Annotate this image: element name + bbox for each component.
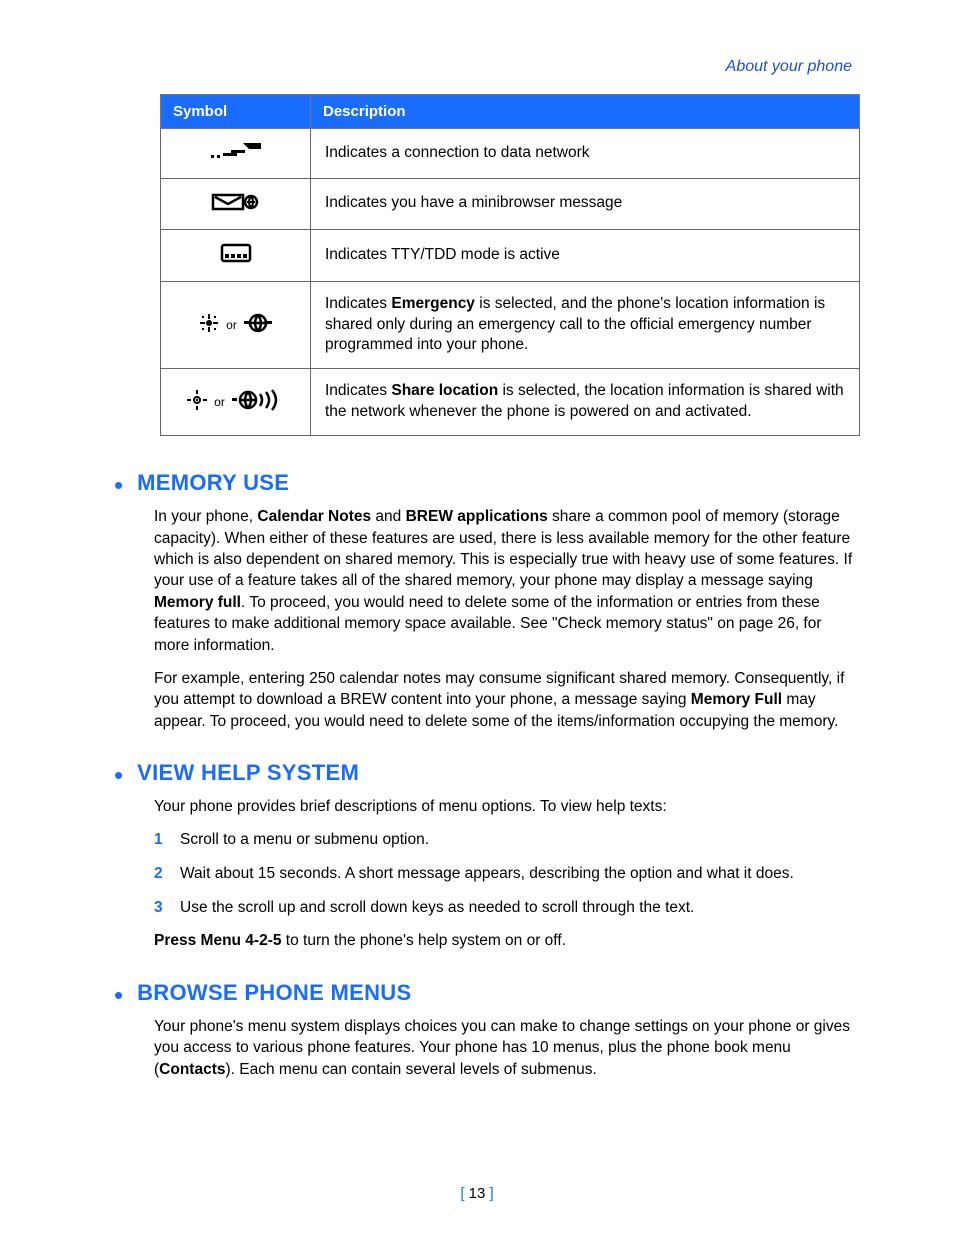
paragraph: For example, entering 250 calendar notes… — [154, 668, 858, 732]
minibrowser-msg-icon — [211, 191, 261, 218]
section-heading-memory-use: • MEMORY USE — [90, 470, 864, 498]
page-number: 13 — [469, 1185, 486, 1202]
step-text: Wait about 15 seconds. A short message a… — [180, 863, 794, 885]
symbols-table: Symbol Description Indicates a connectio… — [160, 94, 860, 436]
table-row: Indicates you have a minibrowser message — [161, 178, 860, 230]
symbol-cell-share-location: or — [161, 369, 311, 436]
desc-cell: Indicates TTY/TDD mode is active — [311, 230, 860, 282]
or-label: or — [226, 318, 237, 332]
step-number: 2 — [154, 863, 174, 885]
section-body-browse-menus: Your phone's menu system displays choice… — [90, 1016, 864, 1080]
data-network-icon — [209, 141, 263, 166]
desc-cell: Indicates a connection to data network — [311, 129, 860, 179]
step-number: 3 — [154, 897, 174, 919]
symbol-cell-tty — [161, 230, 311, 282]
bracket-right: ] — [485, 1185, 493, 1202]
list-item: 1 Scroll to a menu or submenu option. — [154, 829, 864, 851]
section-body-memory-use: In your phone, Calendar Notes and BREW a… — [90, 506, 864, 732]
location-small-icon — [187, 390, 207, 415]
emergency-globe-icon — [244, 312, 272, 339]
step-number: 1 — [154, 829, 174, 851]
section-heading-browse-menus: • BROWSE PHONE MENUS — [90, 980, 864, 1008]
desc-cell: Indicates Share location is selected, th… — [311, 369, 860, 436]
step-text: Scroll to a menu or submenu option. — [180, 829, 429, 851]
symbol-cell-minibrowser — [161, 178, 311, 230]
symbol-cell-emergency: or — [161, 281, 311, 369]
table-row: or Indicates Emergency is selected, and … — [161, 281, 860, 369]
list-item: 2 Wait about 15 seconds. A short message… — [154, 863, 864, 885]
or-label: or — [214, 395, 225, 409]
section-title: MEMORY USE — [137, 470, 289, 496]
desc-cell: Indicates Emergency is selected, and the… — [311, 281, 860, 369]
bullet-icon: • — [114, 762, 123, 788]
table-header-symbol: Symbol — [161, 95, 311, 129]
bracket-left: [ — [460, 1185, 468, 1202]
paragraph: In your phone, Calendar Notes and BREW a… — [154, 506, 858, 656]
section-body-view-help: Your phone provides brief descriptions o… — [90, 796, 864, 817]
section-title: VIEW HELP SYSTEM — [137, 760, 359, 786]
table-row: Indicates a connection to data network — [161, 129, 860, 179]
desc-cell: Indicates you have a minibrowser message — [311, 178, 860, 230]
table-header-description: Description — [311, 95, 860, 129]
share-location-globe-icon — [232, 388, 284, 417]
paragraph: Your phone provides brief descriptions o… — [154, 796, 858, 817]
paragraph: Your phone's menu system displays choice… — [154, 1016, 858, 1080]
after-steps: Press Menu 4-2-5 to turn the phone's hel… — [90, 930, 864, 951]
section-title: BROWSE PHONE MENUS — [137, 980, 411, 1006]
help-steps-list: 1 Scroll to a menu or submenu option. 2 … — [90, 829, 864, 918]
step-text: Use the scroll up and scroll down keys a… — [180, 897, 694, 919]
tty-icon — [219, 242, 253, 269]
bullet-icon: • — [114, 982, 123, 1008]
section-heading-view-help: • VIEW HELP SYSTEM — [90, 760, 864, 788]
table-row: or Indicates Share location is selected,… — [161, 369, 860, 436]
emergency-small-icon — [199, 313, 219, 338]
bullet-icon: • — [114, 472, 123, 498]
list-item: 3 Use the scroll up and scroll down keys… — [154, 897, 864, 919]
header-section-link: About your phone — [90, 58, 864, 76]
page-footer: [ 13 ] — [0, 1185, 954, 1202]
paragraph: Press Menu 4-2-5 to turn the phone's hel… — [154, 930, 858, 951]
table-row: Indicates TTY/TDD mode is active — [161, 230, 860, 282]
symbol-cell-data-network — [161, 129, 311, 179]
